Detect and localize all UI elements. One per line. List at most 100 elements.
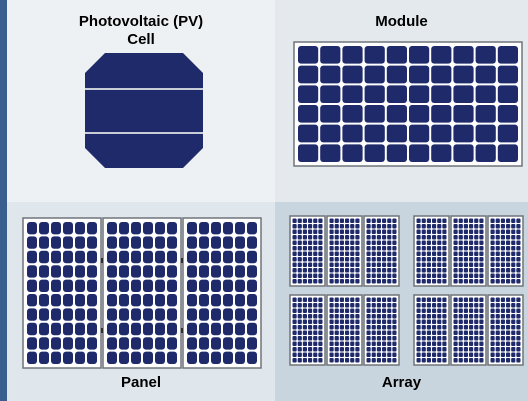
solar-cell [292,314,297,319]
solar-cell [479,224,484,229]
solar-cell [490,330,495,335]
solar-cell [387,314,392,319]
solar-cell [453,336,458,341]
solar-cell [426,319,431,324]
solar-cell [382,279,387,284]
solar-cell [131,279,141,292]
solar-cell [516,229,521,234]
solar-cell [474,330,479,335]
solar-cell [51,222,61,235]
solar-cell [350,257,355,262]
solar-cell [329,358,334,363]
solar-cell [432,325,437,330]
solar-cell [199,351,209,364]
solar-cell [495,308,500,313]
solar-cell [313,325,318,330]
solar-cell [382,246,387,251]
solar-cell [432,319,437,324]
solar-cell [463,358,468,363]
solar-cell [223,351,233,364]
solar-cell [187,351,197,364]
solar-cell [458,358,463,363]
solar-cell [431,105,452,123]
solar-cell [119,250,129,264]
solar-cell [247,250,257,264]
solar-cell [308,330,313,335]
solar-cell [409,46,430,64]
solar-cell [167,351,177,364]
solar-cell [143,279,153,292]
solar-cell [297,303,302,308]
solar-cell [167,322,177,336]
solar-cell [495,218,500,223]
solar-cell [432,224,437,229]
solar-cell [511,235,516,240]
solar-cell [308,218,313,223]
solar-cell [516,330,521,335]
solar-cell [437,279,442,284]
solar-cell [387,341,392,346]
solar-cell [313,341,318,346]
solar-cell [497,105,518,123]
solar-cell [506,257,511,262]
solar-cell [426,235,431,240]
solar-cell [371,314,376,319]
solar-cell [442,235,447,240]
solar-cell [392,325,397,330]
solar-cell [155,337,165,350]
solar-cell [211,222,221,235]
solar-cell [409,124,430,143]
solar-cell [371,303,376,308]
solar-cell [511,330,516,335]
solar-cell [355,229,360,234]
panel-title: Panel [120,374,162,391]
solar-cell [345,257,350,262]
solar-cell [500,336,505,341]
solar-cell [432,235,437,240]
solar-cell [308,336,313,341]
solar-cell [426,341,431,346]
solar-cell [350,240,355,245]
solar-cell [345,262,350,267]
solar-cell [500,325,505,330]
solar-cell [479,325,484,330]
solar-cell [392,240,397,245]
solar-cell [342,144,363,162]
solar-cell [453,224,458,229]
solar-cell [442,279,447,284]
solar-cell [345,330,350,335]
solar-cell [51,265,61,278]
solar-cell [453,257,458,262]
solar-cell [211,308,221,321]
module-title: Module [375,13,428,30]
solar-cell [318,352,323,357]
solar-cell [437,240,442,245]
solar-cell [416,325,421,330]
solar-cell [107,265,117,278]
solar-cell [167,265,177,278]
solar-cell [392,303,397,308]
solar-cell [475,105,496,123]
solar-cell [297,352,302,357]
solar-cell [302,218,307,223]
solar-cell [469,341,474,346]
solar-cell [167,222,177,235]
solar-cell [350,235,355,240]
solar-cell [339,325,344,330]
solar-cell [416,303,421,308]
solar-cell [382,235,387,240]
solar-cell [27,308,37,321]
solar-cell [339,336,344,341]
module [293,41,523,167]
solar-cell [495,279,500,284]
solar-cell [308,273,313,278]
solar-cell [39,265,49,278]
solar-cell [458,303,463,308]
solar-cell [392,257,397,262]
solar-cell [297,330,302,335]
solar-cell [463,240,468,245]
solar-cell [339,358,344,363]
solar-cell [329,336,334,341]
solar-cell [516,325,521,330]
solar-cell [431,46,452,64]
